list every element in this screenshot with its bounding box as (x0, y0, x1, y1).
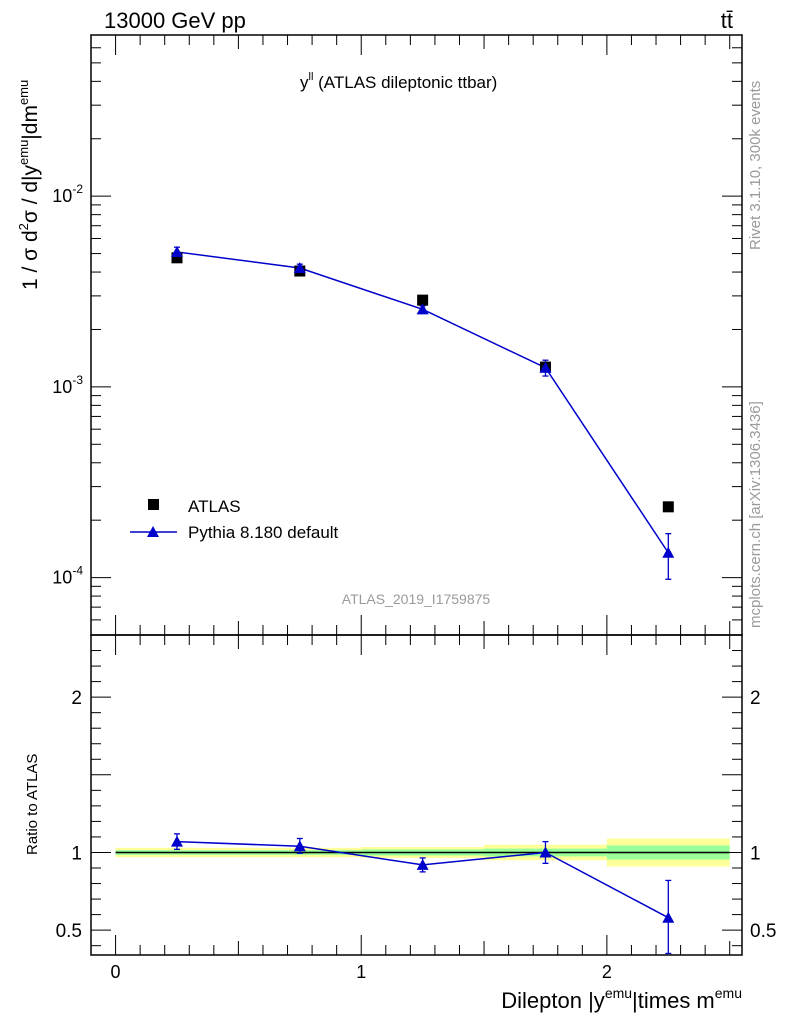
main-panel: 10-2 10-3 10-4 (52, 34, 742, 636)
y-tick-label-ratio: 0.5 (56, 921, 82, 942)
energy-label: 13000 GeV pp (104, 8, 246, 33)
mcplots-label: mcplots.cern.ch [arXiv:1306.3436] (747, 401, 764, 628)
atlas-data-point (662, 501, 674, 513)
process-label: tt̄ (721, 8, 733, 33)
y-tick-label-ratio-right: 2 (750, 688, 761, 709)
ratio-mc-point (416, 858, 429, 870)
y-tick-label-main: 10-4 (52, 564, 83, 588)
plot-title: yll (ATLAS dileptonic ttbar) (300, 71, 497, 92)
y-tick-label-ratio: 2 (71, 688, 82, 709)
ratio-mc-point (293, 840, 306, 852)
y-axis-label-ratio: Ratio to ATLAS (24, 754, 41, 855)
ratio-mc-point (170, 835, 183, 847)
mc-data-point (170, 245, 183, 257)
rivet-label: Rivet 3.1.10, 300k events (747, 81, 764, 250)
main-frame (90, 34, 743, 636)
y-tick-label-ratio-right: 1 (750, 843, 761, 864)
y-tick-label-main: 10-3 (52, 373, 83, 397)
ratio-frame (90, 634, 743, 956)
ratio-panel: 0.5 0.5 1 1 2 2 (56, 634, 776, 955)
atlas-data-point (417, 294, 429, 306)
legend: ATLAS Pythia 8.180 default (130, 497, 339, 542)
mc-data-point (539, 361, 552, 373)
mc-data-point (416, 303, 429, 315)
y-tick-label-ratio-right: 0.5 (750, 921, 776, 942)
legend-data-marker (148, 499, 159, 510)
x-tick-label: 0 (111, 962, 121, 982)
x-tick-label: 2 (602, 962, 612, 982)
mc-data-point (662, 546, 675, 558)
ratio-mc-point (662, 911, 675, 923)
x-axis-label: Dilepton |yemu|times memu (501, 985, 742, 1013)
legend-data-label: ATLAS (188, 497, 241, 516)
y-tick-label-main: 10-2 (52, 182, 83, 206)
y-axis-label-main: 1 / σ d2σ / d|yemu|dmemu (16, 80, 42, 290)
y-tick-label-ratio: 1 (71, 843, 82, 864)
mc-data-point (293, 262, 306, 274)
legend-mc-label: Pythia 8.180 default (188, 523, 339, 542)
ratio-mc-point (539, 846, 552, 858)
analysis-watermark: ATLAS_2019_I1759875 (342, 591, 491, 607)
atlas-data-point (171, 252, 183, 264)
legend-mc-marker (147, 526, 159, 537)
x-tick-label: 1 (356, 962, 366, 982)
